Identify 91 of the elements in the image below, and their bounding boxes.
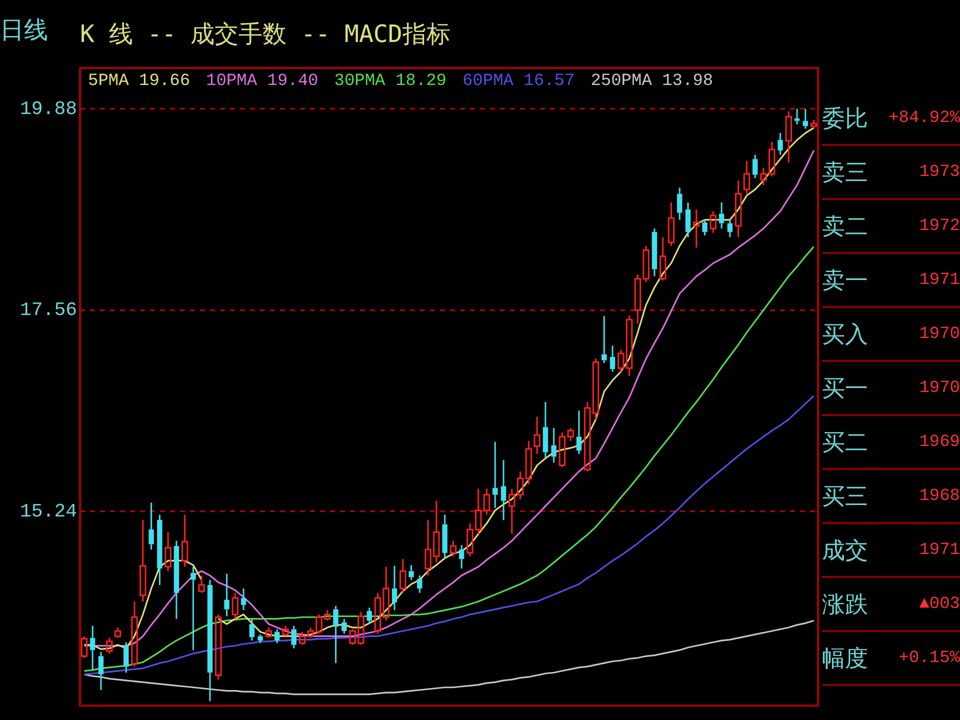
- candlestick: [207, 579, 213, 702]
- text: 委比: [822, 104, 868, 134]
- text: 10PMA 19.40: [206, 72, 318, 91]
- candlestick: [458, 544, 464, 570]
- candlestick: [224, 572, 230, 617]
- candlestick: [752, 154, 758, 179]
- candlestick: [551, 427, 556, 464]
- candlestick: [190, 566, 196, 651]
- candlestick: [90, 625, 96, 671]
- candlestick: [342, 618, 347, 634]
- text: 成交: [822, 536, 868, 566]
- text: 1969: [919, 432, 960, 452]
- text: 卖一: [822, 266, 868, 296]
- text: +0.15%: [898, 648, 960, 668]
- text: 1970: [919, 324, 960, 344]
- candlestick: [382, 566, 390, 622]
- candlestick: [157, 514, 162, 586]
- y-tick-label: 15.24: [20, 500, 77, 522]
- candlestick: [534, 416, 540, 455]
- candlestick: [232, 592, 238, 620]
- candlestick: [500, 459, 506, 521]
- candlestick: [794, 108, 800, 126]
- text: 卖三: [822, 158, 868, 188]
- candlestick: [492, 441, 498, 509]
- candlestick: [668, 202, 675, 247]
- y-tick-label: 17.56: [20, 299, 77, 322]
- chart-title: K 线 -- 成交手数 -- MACD指标: [80, 19, 450, 50]
- candlestick: [576, 410, 582, 455]
- candlestick: [400, 558, 406, 594]
- text: 涨跌: [822, 590, 868, 620]
- candlestick: [291, 625, 296, 650]
- text: 买二: [822, 428, 868, 458]
- candlestick: [677, 186, 682, 221]
- candlestick: [148, 502, 154, 550]
- candlestick: [124, 642, 129, 674]
- candlestick: [718, 202, 724, 230]
- candlestick: [274, 628, 280, 644]
- candlestick: [693, 208, 700, 248]
- text: +84.92%: [888, 108, 960, 128]
- candlestick: [508, 488, 516, 535]
- text: 幅度: [822, 644, 868, 674]
- text: 1971: [919, 540, 960, 560]
- candlestick: [408, 564, 414, 581]
- text: 1971: [919, 270, 960, 290]
- candlestick: [249, 618, 255, 642]
- candlestick: [785, 110, 792, 164]
- candlestick: [802, 108, 808, 130]
- candlestick: [140, 519, 146, 602]
- text: 250PMA 13.98: [590, 72, 714, 91]
- candlestick: [734, 180, 742, 238]
- text: 买一: [822, 374, 868, 404]
- candlestick: [610, 344, 616, 372]
- candlestick: [483, 488, 490, 516]
- candlestick: [181, 514, 188, 568]
- text: 买三: [822, 482, 868, 512]
- candlestick: [652, 228, 658, 277]
- y-tick-label: 19.88: [20, 98, 77, 120]
- candlestick: [392, 565, 398, 611]
- text: 日线: [0, 15, 48, 46]
- candlestick: [417, 574, 422, 594]
- candlestick: [778, 132, 783, 156]
- text: 1973: [919, 162, 960, 182]
- candlestick: [366, 606, 372, 624]
- candlestick: [743, 160, 750, 195]
- candlestick: [98, 651, 104, 691]
- candlestick: [164, 531, 172, 572]
- candlestick: [727, 219, 733, 238]
- candlestick: [602, 315, 607, 364]
- candlestick: [542, 401, 548, 460]
- candlestick: [525, 440, 532, 486]
- candlestick: [592, 358, 600, 420]
- text: 1972: [919, 216, 960, 236]
- text: 卖二: [822, 212, 868, 242]
- text: 1970: [919, 378, 960, 398]
- candlestick: [685, 202, 691, 238]
- text: 60PMA 16.57: [462, 72, 575, 91]
- candlestick: [131, 600, 138, 668]
- candlestick: [174, 540, 180, 620]
- text: ▲003: [919, 594, 960, 614]
- candlestick: [240, 588, 246, 611]
- candlestick: [258, 634, 263, 644]
- candlestick: [333, 605, 338, 664]
- text: 买入: [822, 320, 868, 350]
- candlestick: [442, 514, 448, 559]
- text: 1968: [919, 486, 960, 506]
- candlestick: [660, 236, 666, 282]
- candlestick: [516, 470, 524, 500]
- text: 5PMA 19.66: [88, 72, 190, 91]
- candlestick: [198, 574, 205, 594]
- text: 30PMA 18.29: [334, 72, 446, 91]
- candlestick: [702, 219, 708, 236]
